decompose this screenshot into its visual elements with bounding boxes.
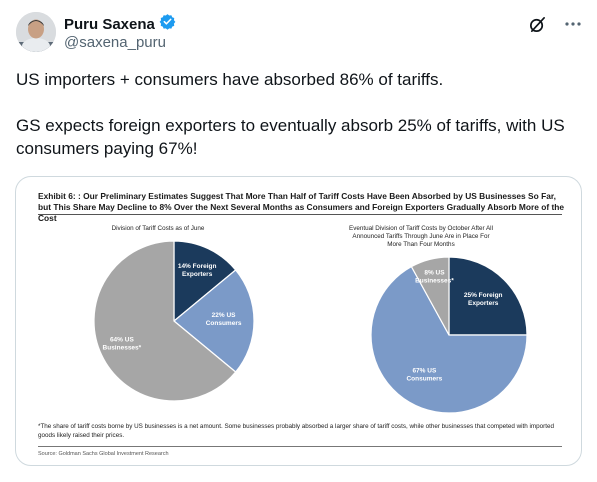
pie-charts: 14% Foreign Exporters 22% US Consumers 64% U…: [93, 240, 528, 414]
left-chart-title: Division of Tariff Costs as of June: [111, 225, 205, 232]
right-chart-title: Eventual Division of Tariff Costs by Oct…: [349, 225, 493, 248]
tweet-text: US importers + consumers have absorbed 8…: [16, 68, 582, 160]
right-pie-slice-2: [410, 256, 450, 336]
avatar-photo: [16, 12, 56, 52]
left-pie-slice-0: [173, 240, 237, 323]
tweet-actions-top: [527, 14, 583, 34]
tweet-line-1: US importers + consumers have absorbed 8…: [16, 70, 444, 89]
left-pie-slice-1: [173, 269, 255, 373]
source-rule: [38, 446, 562, 447]
grok-slash-circle-icon[interactable]: [527, 14, 547, 34]
exhibit-source: Source: Goldman Sachs Global Investment …: [38, 451, 169, 457]
exhibit-title-rule: [38, 214, 562, 215]
author-name[interactable]: Puru Saxena: [64, 15, 155, 33]
tweet-line-2: GS expects foreign exporters to eventual…: [16, 116, 565, 158]
right-pie-slice-0: [448, 256, 528, 336]
right-pie-label-0: 25% Foreign Exporters: [464, 292, 503, 307]
exhibit-title: Exhibit 6: : Our Preliminary Estimates S…: [38, 191, 565, 223]
exhibit-footnote: *The share of tariff costs borne by US b…: [38, 423, 555, 439]
left-pie-label-2: 64% US Businesses*: [103, 337, 142, 352]
more-dots-icon[interactable]: [563, 14, 583, 34]
tweet-media-image[interactable]: Exhibit 6: : Our Preliminary Estimates S…: [15, 176, 582, 466]
left-pie-label-1: 22% US Consumers: [206, 312, 242, 327]
left-pie-slice-2: [93, 240, 237, 402]
right-pie-slice-1: [370, 265, 528, 414]
verified-badge-icon: [159, 13, 176, 35]
right-pie-label-2: 8% US Businesses*: [415, 269, 454, 284]
author-name-row: Puru Saxena: [64, 13, 176, 35]
author-handle[interactable]: @saxena_puru: [64, 34, 166, 51]
avatar[interactable]: [16, 12, 56, 52]
right-pie-label-1: 67% US Consumers: [406, 368, 442, 383]
left-pie-label-0: 14% Foreign Exporters: [178, 263, 217, 278]
